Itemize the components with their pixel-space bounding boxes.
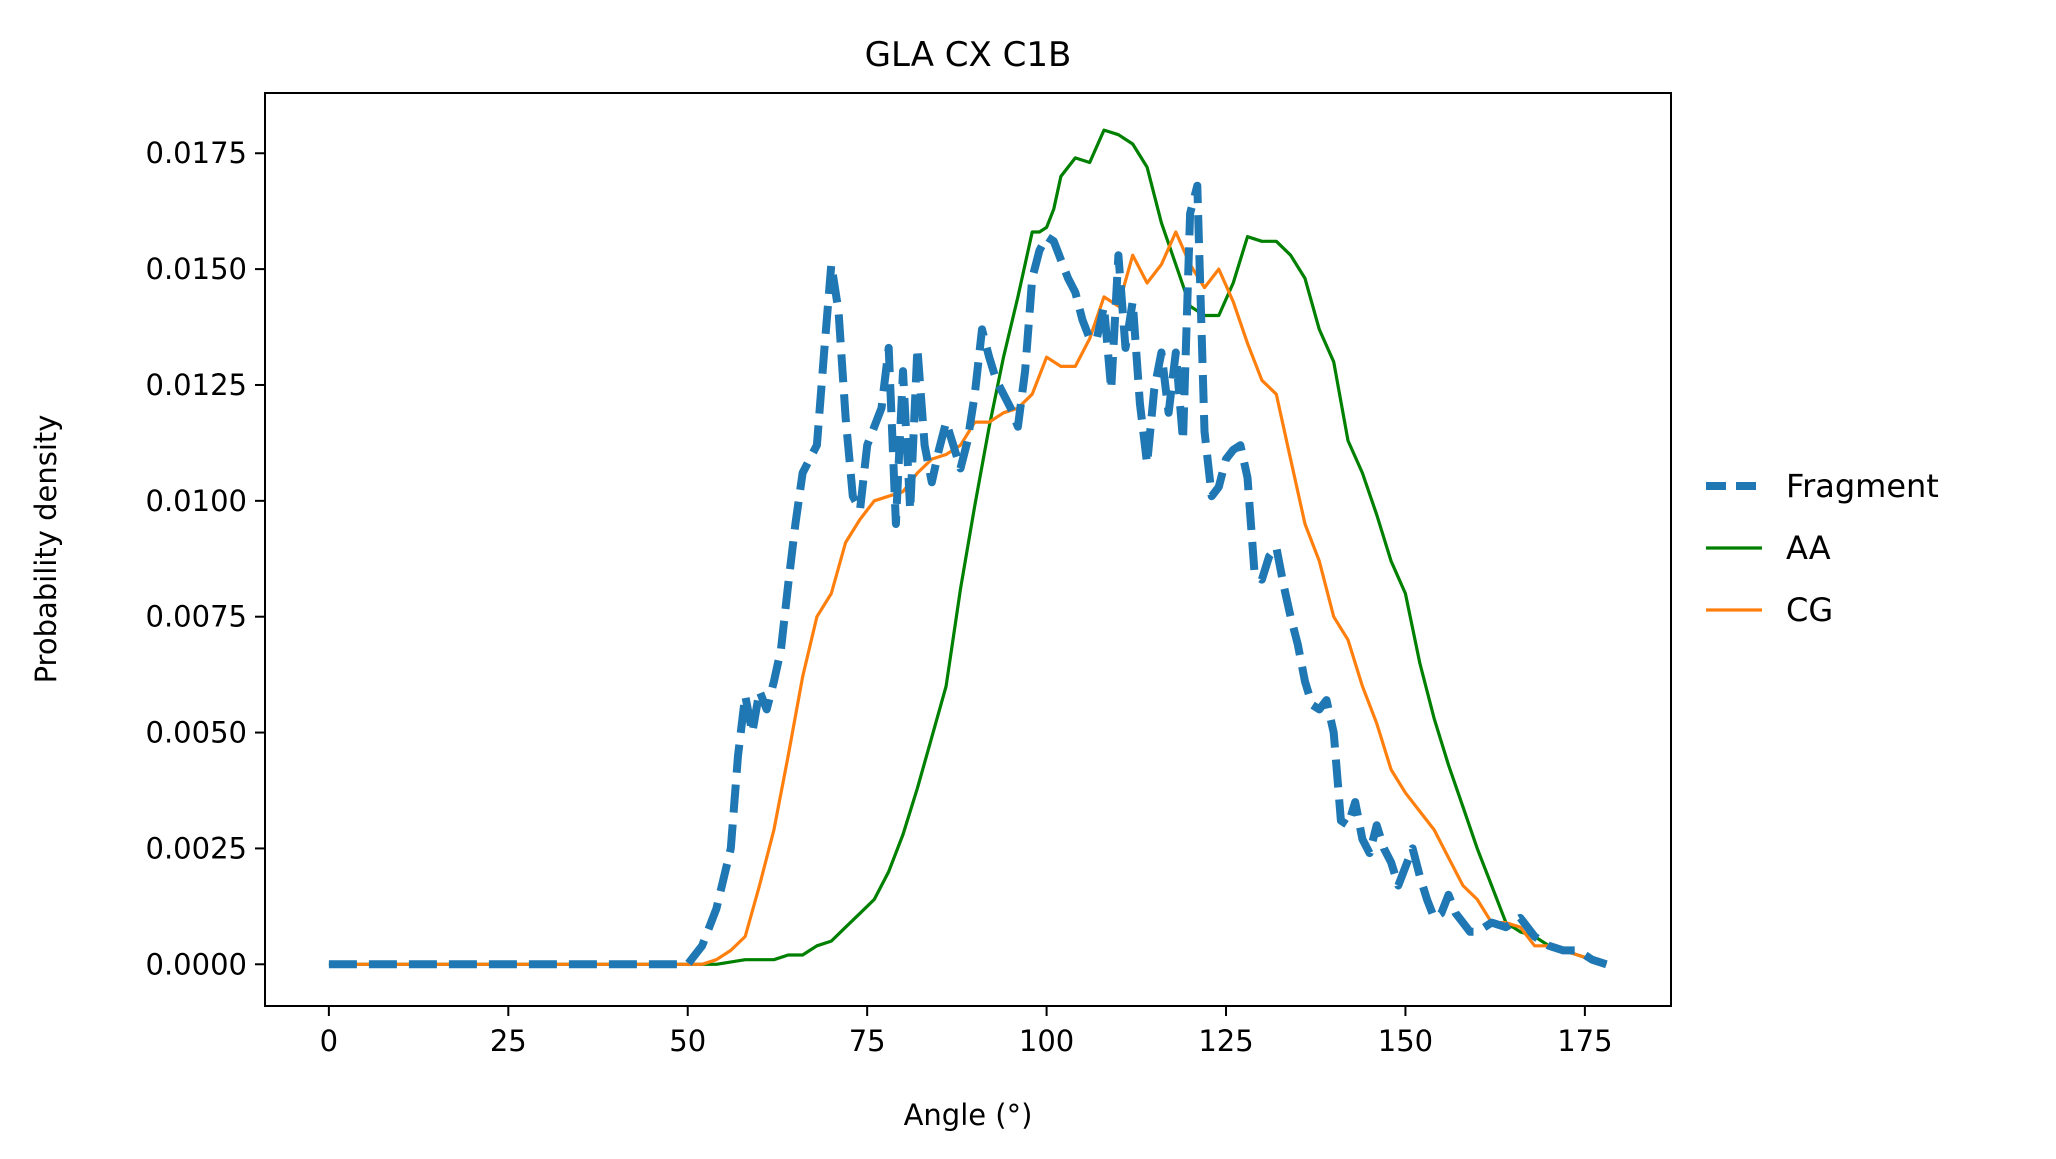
x-tick-label: 175	[1557, 1024, 1612, 1058]
y-tick-label: 0.0175	[146, 136, 247, 170]
x-axis-ticks: 0 25 50 75 100 125 150 175	[320, 1006, 1613, 1058]
legend-label-aa: AA	[1786, 529, 1831, 567]
y-tick-label: 0.0075	[146, 600, 247, 634]
series-line-cg	[328, 230, 1607, 966]
x-tick-label: 25	[490, 1024, 527, 1058]
x-tick-label: 150	[1378, 1024, 1433, 1058]
x-tick-label: 50	[669, 1024, 706, 1058]
y-tick-label: 0.0000	[146, 947, 247, 981]
y-tick-label: 0.0100	[146, 484, 247, 518]
y-tick-label: 0.0050	[146, 716, 247, 750]
legend-label-fragment: Fragment	[1786, 467, 1939, 505]
y-axis-ticks: 0.0000 0.0025 0.0050 0.0075 0.0100 0.0125 0.01…	[146, 136, 265, 981]
series-line-aa	[328, 128, 1607, 966]
axes-frame	[264, 92, 1672, 1007]
legend-label-cg: CG	[1786, 591, 1833, 629]
y-axis-label: Probability density	[29, 415, 63, 684]
y-tick-label: 0.0150	[146, 252, 247, 286]
chart-title: GLA CX C1B	[865, 35, 1072, 75]
plot-area	[328, 128, 1608, 969]
x-tick-label: 75	[849, 1024, 886, 1058]
y-tick-label: 0.0025	[146, 831, 247, 865]
x-axis-label: Angle (°)	[904, 1098, 1033, 1132]
x-tick-label: 0	[320, 1024, 338, 1058]
x-tick-label: 125	[1198, 1024, 1253, 1058]
x-tick-label: 100	[1019, 1024, 1074, 1058]
y-tick-label: 0.0125	[146, 368, 247, 402]
legend: Fragment AA CG	[1706, 467, 1939, 629]
